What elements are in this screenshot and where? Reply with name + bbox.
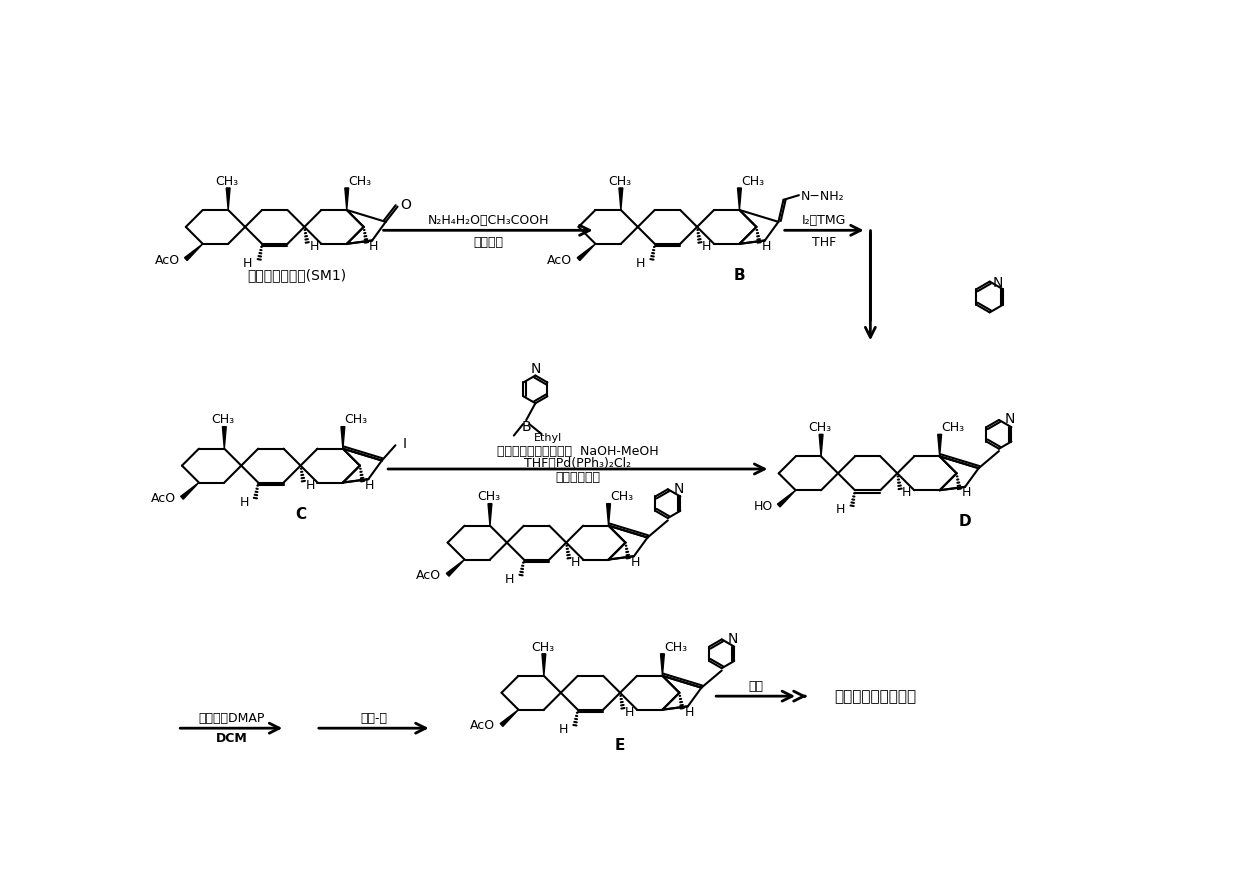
Text: H: H [702,240,712,253]
Polygon shape [937,435,941,457]
Text: H: H [636,256,645,270]
Text: AcO: AcO [470,718,495,731]
Text: B: B [521,420,531,434]
Text: CH₃: CH₃ [215,175,238,188]
Text: H: H [239,495,249,508]
Text: H: H [365,479,374,491]
Text: HO: HO [754,500,773,513]
Polygon shape [341,428,345,450]
Text: I₂，TMG: I₂，TMG [802,213,847,227]
Text: N: N [728,631,738,645]
Text: 四丁基氟化铵三水合物  NaOH-MeOH: 四丁基氟化铵三水合物 NaOH-MeOH [497,444,658,457]
Text: CH₃: CH₃ [663,640,687,653]
Text: H: H [572,555,580,568]
Text: CH₃: CH₃ [211,413,234,426]
Text: DCM: DCM [216,731,247,744]
Text: H: H [961,486,971,499]
Text: H: H [836,503,846,515]
Text: CH₃: CH₃ [941,421,965,434]
Polygon shape [542,654,546,676]
Text: H: H [684,705,693,718]
Polygon shape [606,504,610,526]
Text: H: H [309,240,319,253]
Polygon shape [181,483,198,500]
Text: AcO: AcO [151,492,176,505]
Text: B: B [734,268,745,283]
Text: N−NH₂: N−NH₂ [801,191,844,203]
Text: N: N [531,362,541,376]
Polygon shape [226,189,231,211]
Text: H: H [505,572,515,585]
Text: I: I [403,436,407,450]
Text: 甲醇-水: 甲醇-水 [360,711,387,724]
Text: CH₃: CH₃ [808,421,831,434]
Text: THF，Pd(PPh₃)₂Cl₂: THF，Pd(PPh₃)₂Cl₂ [525,457,631,470]
Polygon shape [222,428,226,450]
Text: CH₃: CH₃ [608,175,631,188]
Polygon shape [185,245,203,262]
Polygon shape [489,504,492,526]
Text: N: N [1006,412,1016,426]
Text: 醃酸去氢表雄酐(SM1): 醃酸去氢表雄酐(SM1) [247,268,346,282]
Polygon shape [661,654,665,676]
Text: 精制: 精制 [748,679,763,692]
Text: N: N [675,481,684,495]
Text: O: O [399,198,410,212]
Polygon shape [820,435,823,457]
Text: D: D [959,514,971,529]
Polygon shape [500,710,518,727]
Text: AcO: AcO [155,254,180,266]
Text: CH₃: CH₃ [742,175,764,188]
Text: CH₃: CH₃ [345,413,367,426]
Text: N₂H₄H₂O，CH₃COOH: N₂H₄H₂O，CH₃COOH [428,213,549,227]
Text: H: H [630,555,640,568]
Text: 醃酸阿比特龙精制品: 醃酸阿比特龙精制品 [835,689,916,704]
Polygon shape [578,245,595,262]
Text: H: H [559,722,568,735]
Polygon shape [777,491,796,507]
Text: AcO: AcO [417,569,441,581]
Text: 乙酸酔，DMAP: 乙酸酔，DMAP [198,711,264,724]
Polygon shape [738,189,742,211]
Text: C: C [295,506,306,521]
Text: H: H [368,240,378,253]
Text: CH₃: CH₃ [610,490,634,503]
Polygon shape [446,560,465,577]
Text: 碳酸销水溶液: 碳酸销水溶液 [556,471,600,484]
Text: H: H [305,479,315,491]
Text: Ethyl: Ethyl [533,433,562,443]
Text: H: H [903,486,911,499]
Text: AcO: AcO [547,254,573,266]
Polygon shape [345,189,348,211]
Text: H: H [243,256,253,270]
Text: CH₃: CH₃ [477,490,500,503]
Text: THF: THF [812,235,836,248]
Text: E: E [615,737,625,752]
Text: 无水乙醇: 无水乙醇 [472,235,503,248]
Polygon shape [619,189,622,211]
Text: CH₃: CH₃ [531,640,554,653]
Text: N: N [992,276,1003,289]
Text: CH₃: CH₃ [348,175,372,188]
Text: H: H [625,705,635,718]
Text: H: H [761,240,770,253]
